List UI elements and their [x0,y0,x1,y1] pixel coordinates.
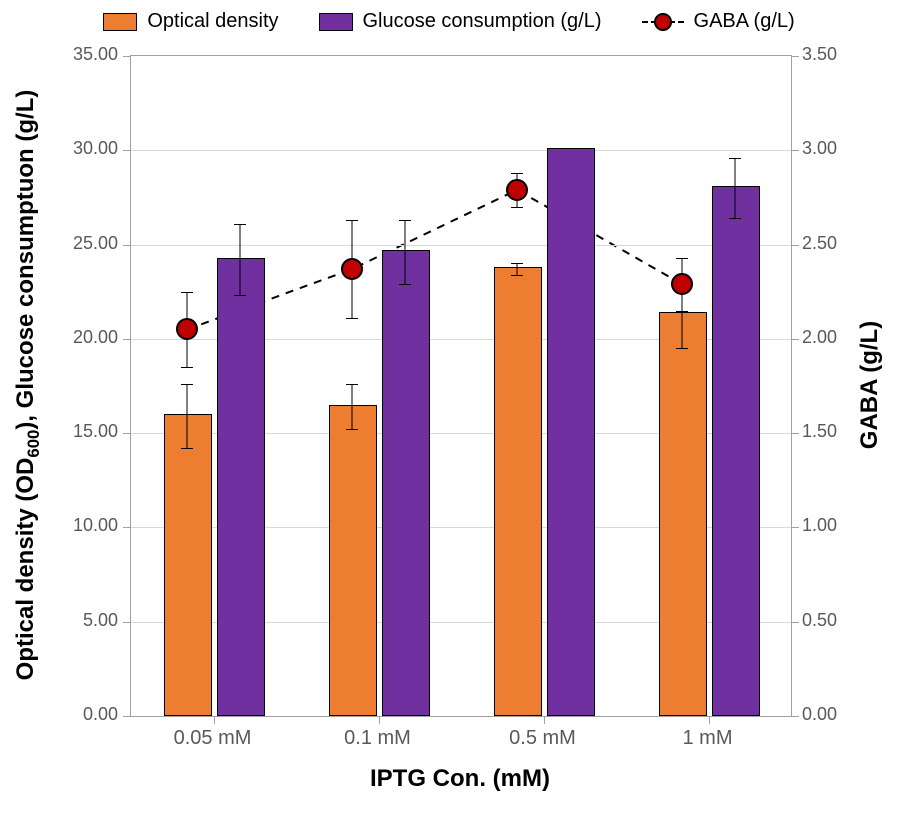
legend-item-glucose: Glucose consumption (g/L) [319,10,602,33]
y-left-axis-title: Optical density (OD600), Glucose consump… [12,90,44,681]
gaba-marker [341,258,363,280]
error-cap [511,263,523,264]
legend-swatch [319,13,353,31]
legend-item-optical-density: Optical density [103,10,278,33]
x-tick-label: 1 mM [683,727,733,750]
error-bar [517,263,518,274]
y-right-tick [791,433,799,434]
y-left-tick-label: 20.00 [73,327,118,348]
y-right-axis-title: GABA (g/L) [856,321,884,449]
gaba-error-cap [346,318,358,319]
y-left-tick-label: 0.00 [83,704,118,725]
error-cap [729,158,741,159]
error-bar [187,384,188,448]
x-tick-label: 0.5 mM [509,727,576,750]
y-right-tick [791,56,799,57]
y-left-tick [123,716,131,717]
error-bar [404,220,405,284]
error-cap [234,224,246,225]
y-left-tick [123,339,131,340]
y-left-tick-label: 10.00 [73,515,118,536]
legend-swatch [103,13,137,31]
error-cap [729,218,741,219]
error-bar [239,224,240,296]
bar-optical-density [494,267,542,716]
bar-optical-density [329,405,377,716]
y-right-tick-label: 1.00 [802,515,837,536]
y-left-tick-label: 30.00 [73,138,118,159]
gridline [131,150,791,151]
y-left-tick [123,150,131,151]
y-right-tick-label: 3.50 [802,44,837,65]
y-right-tick [791,527,799,528]
bar-glucose [217,258,265,716]
y-left-tick [123,433,131,434]
error-cap [399,220,411,221]
error-cap [234,295,246,296]
y-right-tick [791,339,799,340]
x-tick [379,716,380,724]
x-tick-label: 0.05 mM [174,727,252,750]
y-right-tick-label: 1.50 [802,421,837,442]
gaba-error-cap [676,258,688,259]
y-right-tick-label: 2.00 [802,327,837,348]
y-left-tick [123,56,131,57]
y-right-tick [791,716,799,717]
chart-container: Optical density Glucose consumption (g/L… [0,0,898,821]
error-bar [352,384,353,429]
error-cap [181,384,193,385]
error-cap [346,384,358,385]
gaba-error-cap [181,367,193,368]
gaba-error-cap [511,207,523,208]
error-cap [346,429,358,430]
gaba-error-cap [346,220,358,221]
y-left-tick [123,622,131,623]
gaba-marker [176,318,198,340]
gaba-marker [671,273,693,295]
error-cap [676,348,688,349]
x-axis-title: IPTG Con. (mM) [370,765,550,793]
legend-label: GABA (g/L) [694,10,795,33]
y-right-tick [791,622,799,623]
plot-area [130,55,792,717]
bar-optical-density [659,312,707,716]
x-tick [709,716,710,724]
gaba-error-cap [511,173,523,174]
error-cap [399,284,411,285]
x-tick-label: 0.1 mM [344,727,411,750]
error-bar [734,158,735,218]
error-cap [511,275,523,276]
bar-glucose [712,186,760,716]
y-right-tick-label: 0.00 [802,704,837,725]
y-left-tick-label: 15.00 [73,421,118,442]
gaba-error-cap [181,292,193,293]
y-right-tick-label: 2.50 [802,233,837,254]
y-right-tick-label: 3.00 [802,138,837,159]
legend-item-gaba: GABA (g/L) [642,10,795,33]
gridline [131,245,791,246]
legend-label: Glucose consumption (g/L) [363,10,602,33]
y-right-tick-label: 0.50 [802,610,837,631]
x-tick [214,716,215,724]
y-left-tick-label: 35.00 [73,44,118,65]
y-right-tick [791,245,799,246]
y-right-tick [791,150,799,151]
bar-glucose [382,250,430,716]
y-left-tick-label: 25.00 [73,233,118,254]
gaba-marker [506,179,528,201]
legend: Optical density Glucose consumption (g/L… [0,10,898,33]
y-left-tick-label: 5.00 [83,610,118,631]
bar-glucose [547,148,595,716]
error-cap [181,448,193,449]
bar-optical-density [164,414,212,716]
y-left-tick [123,527,131,528]
legend-marker [642,21,684,23]
x-tick [544,716,545,724]
gaba-error-cap [676,311,688,312]
legend-label: Optical density [147,10,278,33]
y-left-tick [123,245,131,246]
